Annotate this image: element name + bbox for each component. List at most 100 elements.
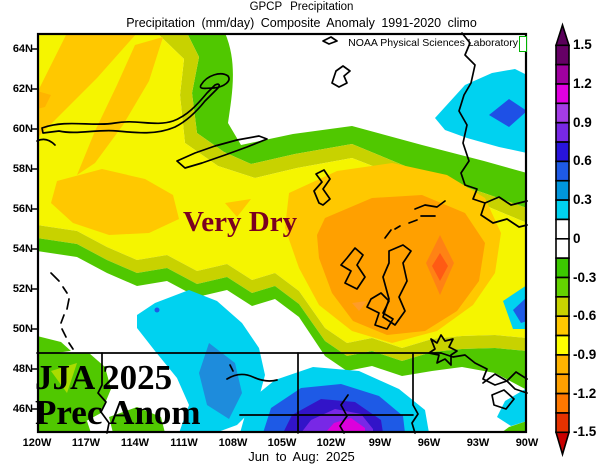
colorbar-segment xyxy=(555,121,570,143)
dry-core-inner-diamond xyxy=(432,253,448,281)
green-patch-south xyxy=(109,407,165,433)
chart-subtitle: Precipitation (mm/day) Composite Anomaly… xyxy=(126,16,477,30)
cyan-strip-southeast xyxy=(497,388,527,426)
x-tick-label: 105W xyxy=(267,437,297,449)
lake-winnipegosis xyxy=(340,247,366,290)
x-tick-label: 93W xyxy=(466,437,490,449)
y-axis-ticks xyxy=(31,48,37,410)
colorbar-segment xyxy=(555,218,570,240)
coastline-spur xyxy=(480,202,528,228)
colorbar-segment xyxy=(555,296,570,318)
colorbar-segment xyxy=(555,199,570,221)
reindeer-lake xyxy=(313,169,331,206)
colorbar-segment xyxy=(555,257,570,279)
gold-patch-northwest xyxy=(37,33,137,138)
orange-accent-west-edge xyxy=(37,91,51,109)
hudson-bay-wet-core xyxy=(489,99,527,127)
lake-manitoba xyxy=(366,292,394,330)
colorbar-segment xyxy=(555,141,570,163)
variable-label: Prec Anom xyxy=(35,393,201,432)
colorbar-tick-label: 1.5 xyxy=(573,37,592,53)
period-stamp: JJA 2025 Prec Anom xyxy=(35,360,201,430)
border-97w xyxy=(411,352,419,434)
blue-strip-east xyxy=(513,297,527,323)
gold-patch-central-west xyxy=(51,169,179,235)
colorbar-segment xyxy=(555,334,570,356)
colorbar-segment xyxy=(555,160,570,182)
chart-title: GPCP Precipitation xyxy=(249,1,354,13)
period-label: JJA 2025 xyxy=(35,358,173,397)
green-patch-west-edge xyxy=(37,336,71,353)
orange-dry-region xyxy=(317,195,485,335)
lake-athabasca xyxy=(176,135,268,169)
gold-band-west xyxy=(77,37,163,175)
y-tick-label: 58N xyxy=(12,163,33,175)
lake-mark-3 xyxy=(408,219,418,224)
river-tick xyxy=(229,364,234,372)
colorbar-segment xyxy=(555,276,570,298)
colorbar-tick-label: -1.2 xyxy=(573,385,597,401)
colorbar-tick-label: 0.9 xyxy=(573,114,592,130)
gold-accent xyxy=(225,199,251,217)
small-lakes-northeast xyxy=(414,200,446,210)
south-wet-magenta-core xyxy=(325,418,365,433)
lake-of-the-woods xyxy=(428,334,458,366)
superior-coast-2 xyxy=(491,389,515,410)
colorbar-tick-label: -0.9 xyxy=(573,346,597,362)
x-tick-label: 96W xyxy=(417,437,441,449)
hudson-bay-coastline xyxy=(458,32,528,206)
missouri-river xyxy=(339,394,349,434)
y-tick-label: 50N xyxy=(12,323,33,335)
colorbar-tick-label: -1.5 xyxy=(573,424,597,440)
x-tick-label: 90W xyxy=(515,437,539,449)
credit-logo-box xyxy=(519,36,527,52)
colorbar-arrow-top xyxy=(554,22,571,47)
y-tick-label: 54N xyxy=(12,243,33,255)
noaa-credit-label: NOAA Physical Sciences Laboratory xyxy=(348,37,518,49)
colorbar-segment xyxy=(555,83,570,105)
lake-winnipeg xyxy=(382,244,412,326)
green-band-north xyxy=(187,33,527,208)
colorbar-segment xyxy=(555,179,570,201)
y-tick-label: 56N xyxy=(12,203,33,215)
y-tick-label: 52N xyxy=(12,283,33,295)
colorbar-segment xyxy=(555,315,570,337)
superior-coast-1 xyxy=(482,371,528,384)
colorbar-segment xyxy=(555,63,570,85)
y-tick-label: 60N xyxy=(12,123,33,135)
colorbar-segment xyxy=(555,412,570,434)
colorbar-segment xyxy=(555,238,570,259)
colorbar-segment xyxy=(555,373,570,395)
green-strip-southeast xyxy=(501,421,527,433)
colorbar-segment xyxy=(555,102,570,124)
lake-mark-1 xyxy=(384,229,392,239)
orange-accent-small xyxy=(352,301,367,311)
colorbar-segment xyxy=(555,44,570,66)
light-green-accent xyxy=(51,363,77,393)
olive-band-south xyxy=(37,225,527,361)
olive-band-north xyxy=(157,33,527,223)
border-east-wiggle xyxy=(440,352,528,394)
wet-dot xyxy=(154,307,160,313)
date-range-caption: Jun to Aug: 2025 xyxy=(248,449,355,464)
hudson-bay-wet-region xyxy=(435,69,527,153)
green-band-south xyxy=(37,238,527,390)
small-lake-top xyxy=(322,36,338,45)
lake-mark-2 xyxy=(394,225,401,230)
anomaly-map xyxy=(31,32,528,434)
colorbar xyxy=(554,22,571,458)
x-tick-label: 111W xyxy=(170,437,198,449)
small-lake-north xyxy=(331,65,351,88)
x-tick-label: 117W xyxy=(71,437,101,449)
montana-wet-core xyxy=(199,343,242,419)
contour-map-canvas xyxy=(31,32,528,434)
y-tick-label: 62N xyxy=(12,83,33,95)
x-tick-label: 102W xyxy=(316,437,346,449)
border-116w xyxy=(97,352,110,434)
great-slave-lake xyxy=(41,83,221,134)
y-tick-label: 46N xyxy=(12,403,33,415)
colorbar-tick-label: 0.3 xyxy=(573,192,592,208)
x-tick-label: 114W xyxy=(120,437,150,449)
colorbar-tick-label: 0 xyxy=(573,230,581,246)
